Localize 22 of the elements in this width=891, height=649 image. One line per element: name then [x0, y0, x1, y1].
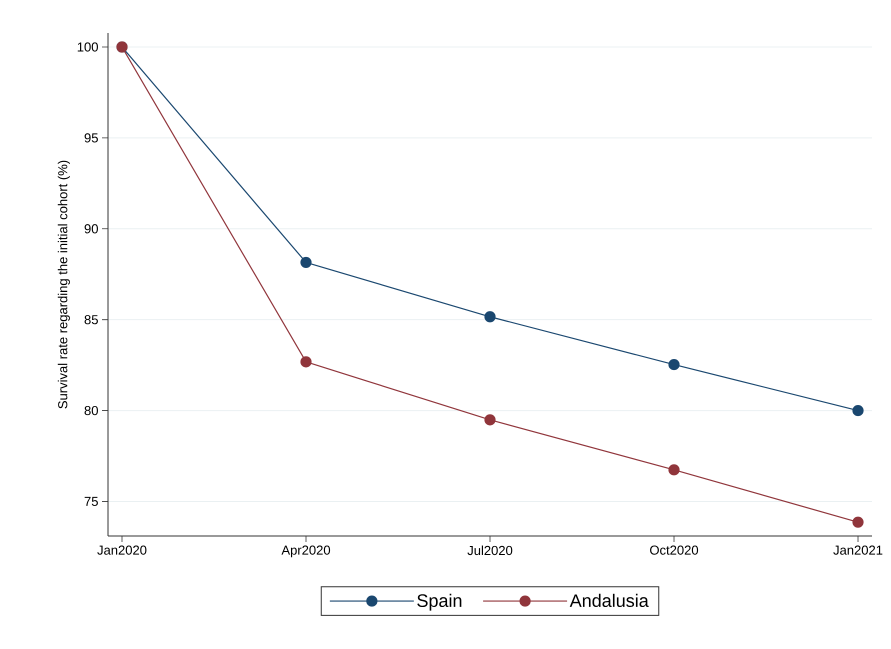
point	[484, 414, 496, 426]
point	[300, 256, 312, 268]
x-tick-label: Jan2020	[97, 546, 146, 555]
legend-label: Spain	[417, 594, 462, 611]
x-tick-label: Jan2021	[833, 546, 882, 555]
legend-label: Andalusia	[570, 594, 649, 608]
point	[668, 358, 680, 370]
x-tick-label: Oct2020	[650, 546, 698, 555]
point	[668, 464, 680, 476]
y-tick-label: 80	[84, 406, 98, 416]
point	[852, 404, 864, 416]
y-tick-label: 90	[84, 224, 98, 234]
y-axis-title: Survival rate regarding the initial cohort (%)	[58, 160, 70, 409]
y-tick-label: 100	[78, 42, 98, 52]
y-tick-label: 85	[84, 315, 98, 324]
x-tick-label: Jul2020	[467, 546, 512, 556]
point	[852, 516, 864, 528]
x-tick-label: Apr2020	[281, 546, 330, 558]
point	[484, 311, 496, 322]
y-tick-label: 95	[84, 133, 98, 142]
y-tick-label: 75	[84, 496, 98, 506]
point	[300, 356, 312, 368]
